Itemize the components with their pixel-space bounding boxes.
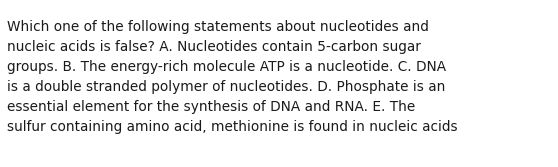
Text: Which one of the following statements about nucleotides and
nucleic acids is fal: Which one of the following statements ab…	[7, 20, 458, 134]
